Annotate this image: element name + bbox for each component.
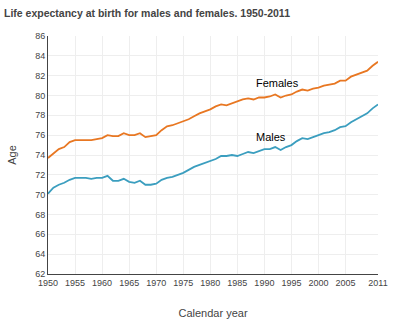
svg-text:1990: 1990	[254, 278, 274, 288]
svg-text:Females: Females	[256, 77, 299, 89]
svg-text:70: 70	[35, 190, 45, 200]
svg-text:84: 84	[35, 51, 45, 61]
svg-text:1980: 1980	[200, 278, 220, 288]
svg-text:66: 66	[35, 229, 45, 239]
svg-text:86: 86	[35, 31, 45, 41]
svg-text:1970: 1970	[146, 278, 166, 288]
svg-text:1955: 1955	[65, 278, 85, 288]
svg-text:1985: 1985	[227, 278, 247, 288]
svg-text:Calendar year: Calendar year	[178, 307, 247, 319]
svg-text:1995: 1995	[281, 278, 301, 288]
svg-text:64: 64	[35, 249, 45, 259]
svg-text:1965: 1965	[119, 278, 139, 288]
svg-text:72: 72	[35, 170, 45, 180]
svg-text:1960: 1960	[92, 278, 112, 288]
svg-text:2011: 2011	[368, 278, 387, 288]
svg-text:78: 78	[35, 110, 45, 120]
svg-text:2005: 2005	[336, 278, 356, 288]
svg-text:68: 68	[35, 210, 45, 220]
svg-text:Males: Males	[256, 131, 286, 143]
svg-text:62: 62	[35, 269, 45, 279]
svg-text:82: 82	[35, 71, 45, 81]
svg-text:76: 76	[35, 130, 45, 140]
svg-text:2000: 2000	[308, 278, 328, 288]
svg-text:74: 74	[35, 150, 45, 160]
svg-text:Life expectancy at birth for m: Life expectancy at birth for males and f…	[4, 7, 290, 19]
svg-text:Age: Age	[6, 145, 18, 165]
svg-text:1975: 1975	[173, 278, 193, 288]
svg-text:80: 80	[35, 91, 45, 101]
svg-text:1950: 1950	[38, 278, 58, 288]
